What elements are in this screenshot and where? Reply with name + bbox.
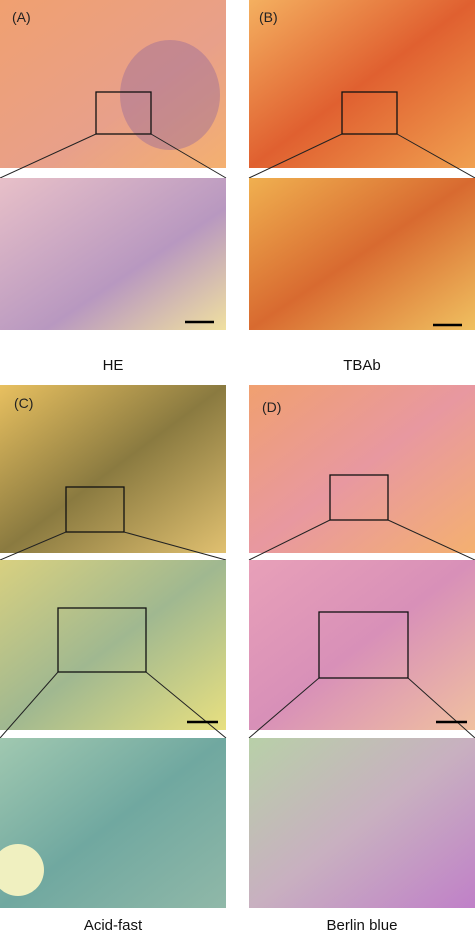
zoom-line [145, 671, 227, 739]
panel-d: (D) Berlin blue [248, 385, 475, 934]
zoom-line [123, 531, 227, 561]
zoom-line [150, 133, 227, 179]
zoom-box [341, 91, 398, 135]
zoom-line [248, 677, 320, 739]
panel-c: (C) Acid-fast [0, 385, 227, 934]
panel-a: (A) HE [0, 0, 227, 374]
zoom-line [0, 671, 59, 739]
micrograph [249, 0, 475, 168]
zoom-box [57, 607, 147, 673]
micrograph-zoom [249, 178, 475, 330]
micrograph-zoom [249, 560, 475, 730]
panel-b: (B) TBAb [248, 0, 475, 374]
panel-label: (A) [12, 9, 31, 25]
zoom-box [329, 474, 389, 521]
panel-label: (D) [262, 399, 281, 415]
panel-label: (B) [259, 9, 278, 25]
zoom-line [0, 531, 67, 561]
panel-caption: Acid-fast [84, 917, 143, 934]
zoom-box [65, 486, 125, 533]
micrograph-zoom [0, 560, 226, 730]
zoom-box [318, 611, 409, 679]
micrograph-zoom [0, 178, 226, 330]
panel-caption: TBAb [343, 357, 381, 374]
zoom-line [248, 519, 331, 561]
zoom-line [248, 133, 343, 179]
panel-caption: Berlin blue [327, 917, 398, 934]
zoom-line [387, 519, 475, 561]
zoom-line [0, 133, 97, 179]
micrograph [0, 0, 226, 168]
zoom-line [407, 677, 475, 739]
micrograph [0, 385, 226, 553]
zoom-box [95, 91, 152, 135]
vacuole [0, 844, 44, 896]
zoom-line [396, 133, 475, 179]
micrograph [249, 385, 475, 553]
micrograph-zoom [249, 738, 475, 908]
panel-label: (C) [14, 395, 33, 411]
panel-caption: HE [103, 357, 124, 374]
stain-region [120, 40, 220, 150]
